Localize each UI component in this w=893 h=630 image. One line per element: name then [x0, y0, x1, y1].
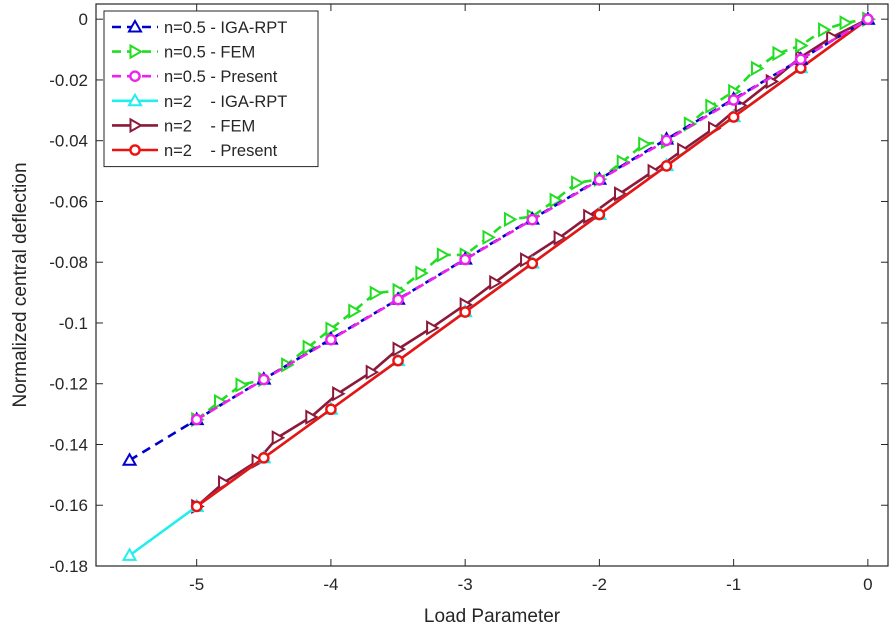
data-point: [638, 136, 652, 152]
data-point: [369, 285, 384, 301]
data-point: [190, 413, 203, 426]
y-tick-label: -0.04: [49, 132, 88, 151]
legend-entry: n=0.5 - Present: [112, 68, 278, 86]
legend-marker: [129, 117, 144, 134]
data-point: [325, 403, 337, 416]
legend-marker: [127, 92, 143, 107]
data-point: [392, 293, 404, 306]
y-tick-label: -0.12: [49, 375, 88, 394]
y-tick-label: -0.18: [49, 557, 88, 576]
data-point: [660, 160, 673, 172]
data-point: [553, 230, 568, 246]
data-point: [482, 229, 496, 246]
data-point: [571, 175, 585, 191]
x-tick-label: -1: [726, 575, 741, 594]
data-point: [459, 253, 471, 266]
data-point: [503, 211, 518, 228]
legend-marker: [129, 70, 141, 82]
x-axis-label: Load Parameter: [424, 606, 561, 627]
legend-box: [103, 10, 319, 168]
data-point: [593, 208, 606, 221]
data-point: [839, 15, 854, 31]
data-point: [520, 252, 534, 268]
data-point: [392, 341, 407, 357]
data-point: [257, 452, 270, 464]
data-point: [593, 174, 606, 186]
data-point: [257, 373, 270, 386]
series-2: [190, 13, 874, 426]
x-tick-label: -3: [458, 575, 473, 594]
data-point: [459, 306, 471, 318]
data-point: [549, 192, 564, 208]
data-point: [415, 265, 429, 281]
legend-marker: [129, 43, 144, 60]
data-point: [325, 333, 337, 346]
legend-entry: n=2 - FEM: [112, 117, 255, 135]
x-tick-label: 0: [863, 575, 872, 594]
data-point: [121, 547, 138, 561]
legend: n=0.5 - IGA-RPT n=0.5 - FEM n=0.5 - Presen…: [103, 10, 319, 168]
legend-label: n=2 - FEM: [164, 117, 255, 135]
data-point: [302, 339, 317, 355]
series-layer: [121, 11, 876, 561]
data-point: [489, 274, 503, 291]
data-point: [526, 213, 539, 226]
series-5: [190, 13, 874, 513]
data-point: [705, 98, 719, 114]
data-point: [121, 452, 138, 466]
legend-entry: n=0.5 - FEM: [112, 44, 255, 62]
data-point: [862, 13, 874, 25]
data-point: [583, 208, 597, 225]
data-point: [526, 257, 539, 270]
legend-entry: n=2 - Present: [112, 142, 278, 160]
data-point: [727, 111, 740, 123]
legend-entry: n=2 - IGA-RPT: [112, 92, 287, 111]
x-tick-label: -5: [189, 575, 204, 594]
x-tick-label: -4: [323, 575, 338, 594]
data-point: [795, 37, 809, 54]
legend-marker: [127, 18, 143, 33]
data-point: [305, 409, 319, 425]
tick-layer: -5 -4 -3 -2 -1 0 0 -0.02 -0.04 -0.06 -0.08 -0.1 -0.1…: [49, 4, 888, 594]
data-point: [750, 60, 765, 77]
data-point: [190, 500, 203, 513]
data-point: [235, 377, 249, 393]
data-point: [332, 386, 346, 402]
y-axis-label: Normalized central deflection: [10, 162, 31, 407]
legend-marker: [129, 144, 141, 156]
data-point: [794, 53, 807, 66]
y-tick-label: -0.08: [49, 253, 88, 272]
data-point: [426, 320, 440, 336]
plot-frame: [95, 3, 889, 567]
data-point: [365, 364, 380, 380]
data-point: [325, 321, 339, 337]
data-point: [660, 134, 673, 147]
legend-entry: n=0.5 - IGA-RPT: [112, 18, 287, 37]
data-point: [772, 45, 786, 62]
legend-label: n=2 - Present: [164, 142, 278, 160]
data-point: [436, 247, 451, 263]
legend-label: n=0.5 - Present: [164, 68, 278, 86]
y-tick-label: -0.1: [59, 314, 88, 333]
legend-label: n=0.5 - IGA-RPT: [164, 19, 287, 37]
data-point: [614, 186, 628, 202]
y-tick-label: 0: [79, 10, 88, 29]
y-tick-label: -0.16: [49, 496, 88, 515]
x-tick-label: -2: [592, 575, 607, 594]
data-point: [348, 303, 362, 319]
legend-label: n=0.5 - FEM: [164, 44, 255, 62]
y-tick-label: -0.02: [49, 71, 88, 90]
y-tick-label: -0.06: [49, 192, 88, 211]
legend-label: n=2 - IGA-RPT: [164, 93, 287, 111]
y-tick-label: -0.14: [49, 435, 88, 454]
data-point: [727, 94, 740, 106]
data-point: [392, 354, 404, 367]
data-point: [271, 430, 286, 446]
data-point: [818, 22, 832, 38]
plot-area: -5 -4 -3 -2 -1 0 0 -0.02 -0.04 -0.06 -0.08 -0.1 -0.1…: [49, 3, 889, 594]
